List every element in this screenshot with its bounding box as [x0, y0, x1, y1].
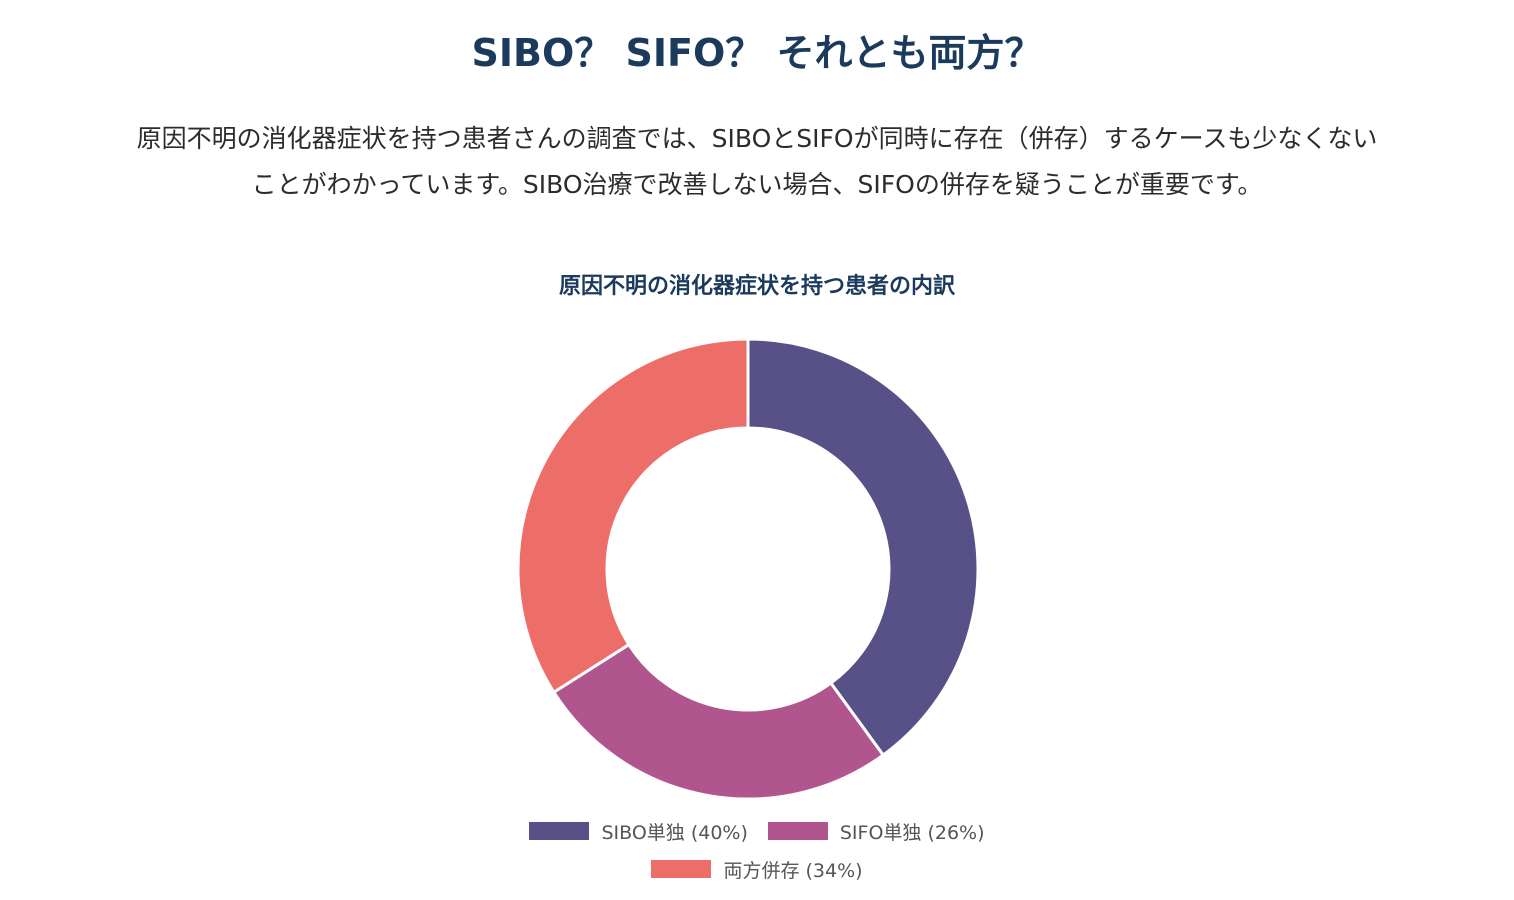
legend-label-sibo: SIBO単独 (40%): [601, 821, 748, 844]
legend-swatch-sibo: [529, 822, 590, 840]
chart-title: 原因不明の消化器症状を持つ患者の内訳: [558, 274, 955, 299]
intro-text: 原因不明の消化器症状を持つ患者さんの調査では、SIBOとSIFOが同時に存在（併…: [20, 116, 1494, 208]
donut-slice-sibo[interactable]: [746, 337, 980, 758]
donut-slice-both[interactable]: [516, 337, 750, 695]
legend-row-2: 両方併存 (34%): [0, 852, 1514, 886]
legend-label-sifo: SIFO単独 (26%): [839, 821, 985, 844]
legend-label-both: 両方併存 (34%): [723, 859, 863, 882]
legend-item-sibo[interactable]: SIBO単独 (40%): [529, 818, 748, 845]
page-title: SIBO？ SIFO？ それとも両方？: [471, 31, 1043, 75]
intro-line-2: ことがわかっています。SIBO治療で改善しない場合、SIFOの併存を疑うことが重…: [251, 170, 1263, 199]
legend-row-1: SIBO単独 (40%) SIFO単独 (26%): [0, 814, 1514, 848]
legend-swatch-both: [651, 860, 712, 878]
chart-legend: SIBO単独 (40%) SIFO単独 (26%) 両方併存 (34%): [0, 814, 1514, 890]
legend-item-sifo[interactable]: SIFO単独 (26%): [767, 818, 985, 845]
intro-line-1: 原因不明の消化器症状を持つ患者さんの調査では、SIBOとSIFOが同時に存在（併…: [136, 124, 1378, 153]
donut-slice-sifo[interactable]: [551, 642, 886, 801]
legend-item-both[interactable]: 両方併存 (34%): [651, 856, 863, 883]
legend-swatch-sifo: [767, 822, 828, 840]
